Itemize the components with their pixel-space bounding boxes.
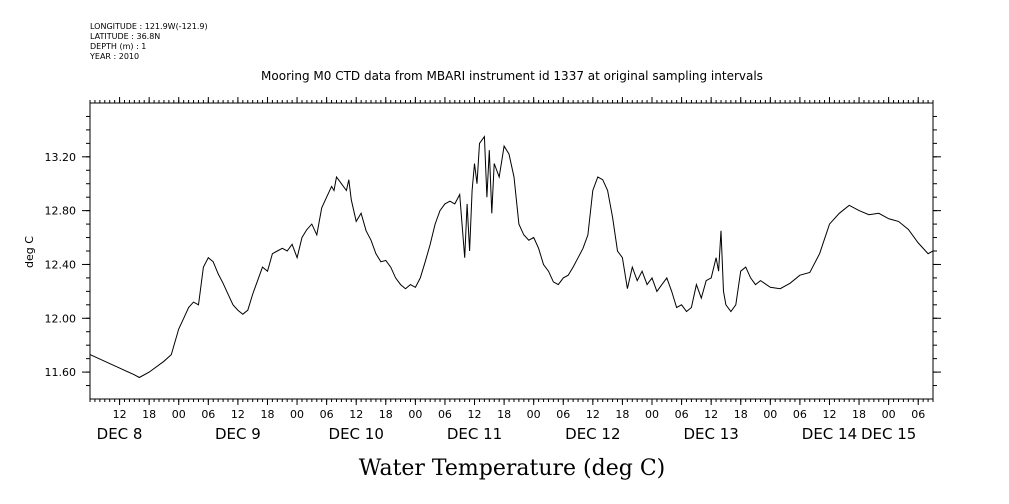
x-day-label: DEC 15 bbox=[861, 425, 916, 443]
x-tick-label: 18 bbox=[379, 408, 393, 421]
year-label: YEAR : 2010 bbox=[90, 52, 140, 61]
x-tick-label: 18 bbox=[142, 408, 156, 421]
y-tick-label: 12.40 bbox=[45, 258, 77, 271]
y-axis-label: deg C bbox=[23, 236, 36, 268]
series-line-water-temperature bbox=[89, 135, 934, 379]
y-tick-label: 12.00 bbox=[45, 312, 77, 325]
x-day-label: DEC 12 bbox=[565, 425, 620, 443]
x-tick-label: 18 bbox=[615, 408, 629, 421]
axis-ticks bbox=[82, 97, 941, 405]
x-day-label: DEC 10 bbox=[329, 425, 384, 443]
plot-frame bbox=[89, 102, 934, 400]
x-tick-label: 12 bbox=[113, 408, 127, 421]
x-axis-label: Water Temperature (deg C) bbox=[359, 456, 666, 481]
x-tick-label: 12 bbox=[586, 408, 600, 421]
x-day-label: DEC 14 bbox=[802, 425, 857, 443]
metadata-block: LONGITUDE : 121.9W(-121.9) LATITUDE : 36… bbox=[90, 22, 208, 62]
x-tick-label: 18 bbox=[497, 408, 511, 421]
x-day-label: DEC 13 bbox=[683, 425, 738, 443]
x-tick-label: 00 bbox=[527, 408, 541, 421]
x-tick-labels: 12 18 00 06 12 18 00 06 12 18 00 06 12 18 00 06 12 18 00 06… bbox=[113, 408, 926, 421]
y-tick-label: 13.20 bbox=[45, 151, 77, 164]
x-tick-label: 06 bbox=[438, 408, 452, 421]
x-tick-label: 00 bbox=[763, 408, 777, 421]
y-tick-label: 11.60 bbox=[45, 366, 77, 379]
x-day-labels: DEC 8 DEC 9 DEC 10 DEC 11 DEC 12 DEC 13 DEC 14… bbox=[97, 425, 917, 443]
x-tick-label: 12 bbox=[349, 408, 363, 421]
x-day-label: DEC 8 bbox=[97, 425, 143, 443]
x-tick-label: 00 bbox=[882, 408, 896, 421]
x-tick-label: 12 bbox=[231, 408, 245, 421]
x-tick-label: 18 bbox=[852, 408, 866, 421]
x-tick-label: 00 bbox=[645, 408, 659, 421]
x-tick-label: 00 bbox=[290, 408, 304, 421]
y-tick-label: 12.80 bbox=[45, 205, 77, 218]
x-tick-label: 06 bbox=[556, 408, 570, 421]
x-tick-label: 06 bbox=[675, 408, 689, 421]
x-tick-label: 00 bbox=[408, 408, 422, 421]
x-tick-label: 18 bbox=[734, 408, 748, 421]
x-day-label: DEC 9 bbox=[215, 425, 261, 443]
latitude-label: LATITUDE : 36.8N bbox=[90, 32, 161, 41]
x-tick-label: 00 bbox=[172, 408, 186, 421]
y-tick-labels: 11.60 12.00 12.40 12.80 13.20 bbox=[45, 151, 77, 379]
x-tick-label: 18 bbox=[260, 408, 274, 421]
x-tick-label: 06 bbox=[911, 408, 925, 421]
x-tick-label: 12 bbox=[704, 408, 718, 421]
longitude-label: LONGITUDE : 121.9W(-121.9) bbox=[90, 22, 208, 31]
x-tick-label: 12 bbox=[468, 408, 482, 421]
x-tick-label: 12 bbox=[822, 408, 836, 421]
chart-title: Mooring M0 CTD data from MBARI instrumen… bbox=[261, 69, 763, 83]
x-tick-label: 06 bbox=[320, 408, 334, 421]
depth-label: DEPTH (m) : 1 bbox=[90, 42, 147, 51]
x-tick-label: 06 bbox=[201, 408, 215, 421]
x-day-label: DEC 11 bbox=[447, 425, 502, 443]
x-tick-label: 06 bbox=[793, 408, 807, 421]
